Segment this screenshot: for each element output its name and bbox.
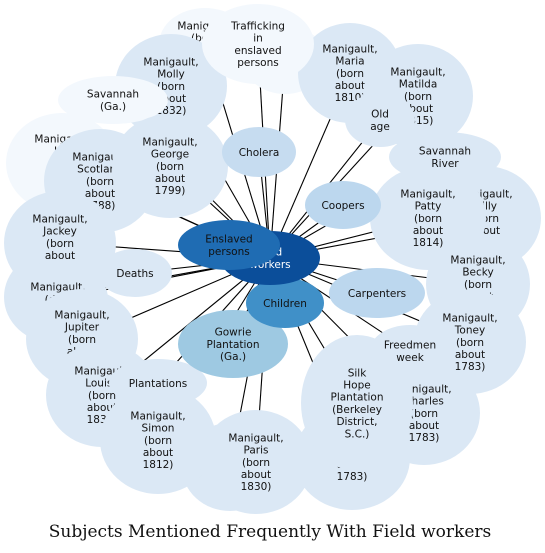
node-george[interactable]: Manigault, George (born about 1799)	[112, 114, 228, 218]
node-carpenters[interactable]: Carpenters	[329, 268, 425, 318]
node-patty-label: Manigault, Patty (born about 1814)	[400, 188, 455, 249]
node-children-label: Children	[263, 298, 307, 310]
node-savannah-ga[interactable]: Savannah (Ga.)	[58, 76, 168, 124]
node-maria-label: Manigault, Maria (born about 1810)	[322, 43, 377, 104]
node-simon-label: Manigault, Simon (born about 1812)	[130, 410, 185, 471]
node-trafficking[interactable]: Trafficking in enslaved persons	[202, 4, 314, 84]
node-george-label: Manigault, George (born about 1799)	[142, 136, 197, 197]
node-scotland-label: Manigault, Scotland (born about 1788)	[72, 151, 127, 212]
node-paris-label: Manigault, Paris (born about 1830)	[228, 432, 283, 493]
node-gowrie-plantation[interactable]: Gowrie Plantation (Ga.)	[178, 310, 288, 378]
node-savannah-ga-label: Savannah (Ga.)	[87, 89, 139, 113]
node-plantations-bubble	[109, 359, 207, 407]
node-enslaved-persons-label: Enslaved persons	[205, 234, 252, 258]
center-layer: FieldworkersEnslavedpersons	[178, 220, 320, 285]
node-coopers-label: Coopers	[321, 200, 364, 212]
node-plantations[interactable]: Plantations	[109, 359, 207, 407]
node-deaths[interactable]: Deaths	[98, 249, 172, 297]
node-coopers-bubble	[305, 181, 381, 229]
node-cholera-label: Cholera	[239, 147, 280, 159]
node-children-bubble	[246, 278, 324, 328]
node-carpenters-label: Carpenters	[348, 288, 406, 300]
node-toney-label: Manigault, Toney (born about 1783)	[442, 312, 497, 373]
node-freedmen[interactable]: Freedmen week	[370, 325, 450, 377]
node-carpenters-bubble	[329, 268, 425, 318]
node-trafficking-label: Trafficking in enslaved persons	[230, 21, 285, 70]
node-george-bubble	[112, 114, 228, 218]
node-deaths-label: Deaths	[116, 268, 153, 280]
node-gowrie-plantation-bubble	[178, 310, 288, 378]
node-simon[interactable]: Manigault, Simon (born about 1812)	[100, 386, 216, 494]
node-freedmen-label: Freedmen week	[384, 340, 436, 364]
diagram-title: Subjects Mentioned Frequently With Field…	[49, 522, 492, 542]
node-savannah-river-bubble	[389, 132, 501, 182]
node-coopers[interactable]: Coopers	[305, 181, 381, 229]
node-enslaved-persons-bubble	[178, 220, 280, 270]
node-gowrie-plantation-label: Gowrie Plantation (Ga.)	[206, 327, 259, 363]
node-savannah-river[interactable]: Savannah River	[389, 132, 501, 182]
node-old-age-label: Old age	[370, 109, 390, 133]
node-old-age[interactable]: Old age	[345, 93, 415, 147]
node-savannah-ga-bubble	[58, 76, 168, 124]
node-enslaved-persons[interactable]: Enslaved persons	[178, 220, 280, 270]
node-savannah-river-label: Savannah River	[419, 146, 471, 170]
nodes-layer: Manigault,(bornabout1814)FarmersManigaul…	[4, 4, 541, 514]
node-paris[interactable]: Manigault, Paris (born about 1830)	[200, 410, 312, 514]
node-deaths-bubble	[98, 249, 172, 297]
node-old-age-bubble	[345, 93, 415, 147]
node-cholera-bubble	[222, 127, 296, 177]
node-silk-hope-label: Silk Hope Plantation (Berkeley District, S.C.…	[330, 367, 383, 440]
node-children[interactable]: Children	[246, 278, 324, 328]
node-simon-bubble	[100, 386, 216, 494]
node-paris-bubble	[200, 410, 312, 514]
node-cholera[interactable]: Cholera	[222, 127, 296, 177]
node-plantations-label: Plantations	[129, 378, 187, 390]
node-trafficking-bubble	[202, 4, 314, 84]
node-freedmen-bubble	[370, 325, 450, 377]
